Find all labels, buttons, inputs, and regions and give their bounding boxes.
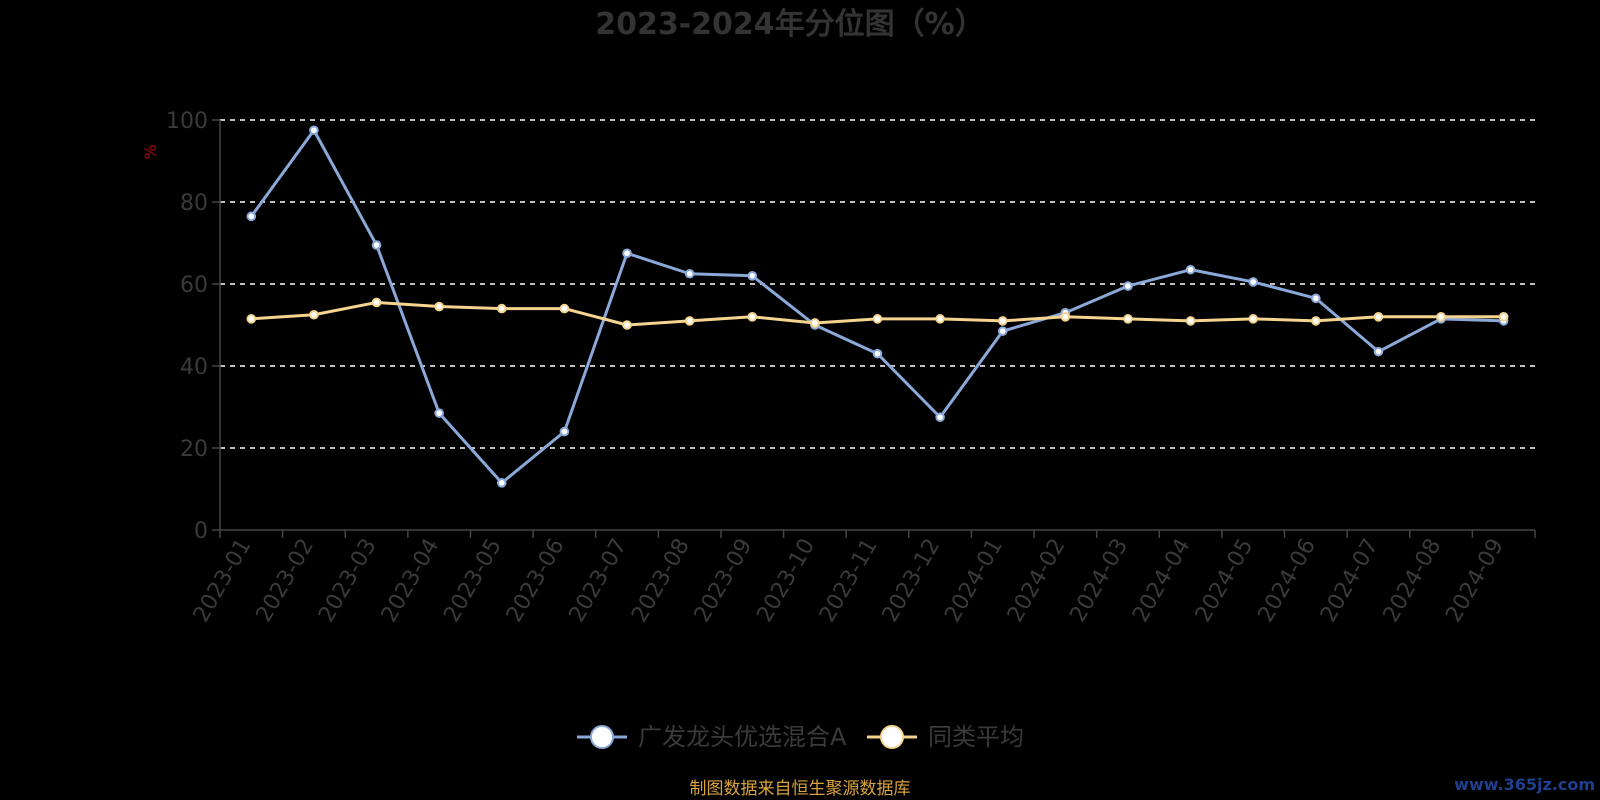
x-tick-label: 2023-01 bbox=[189, 535, 257, 627]
y-tick-label: 40 bbox=[180, 355, 208, 380]
data-point-series-1[interactable] bbox=[246, 314, 257, 324]
x-tick-label: 2024-05 bbox=[1191, 535, 1259, 627]
data-point-series-1[interactable] bbox=[434, 301, 444, 312]
data-point-series-0[interactable] bbox=[309, 125, 319, 136]
x-tick-label: 2023-09 bbox=[690, 535, 758, 627]
data-point-series-0[interactable] bbox=[747, 271, 758, 281]
data-point-series-1[interactable] bbox=[559, 303, 570, 314]
watermark: www.365jz.com bbox=[1454, 775, 1595, 794]
data-point-series-0[interactable] bbox=[434, 408, 444, 418]
x-tick-label: 2023-03 bbox=[314, 535, 382, 627]
data-point-series-1[interactable] bbox=[309, 309, 319, 320]
data-point-series-1[interactable] bbox=[1373, 312, 1384, 322]
chart-title: 2023-2024年分位图（%） bbox=[595, 7, 985, 42]
data-point-series-0[interactable] bbox=[684, 268, 695, 279]
x-tick-label: 2024-07 bbox=[1316, 535, 1384, 627]
data-point-series-0[interactable] bbox=[935, 412, 945, 423]
x-tick-label: 2024-03 bbox=[1066, 535, 1134, 627]
data-point-series-1[interactable] bbox=[1248, 314, 1259, 324]
data-source-note: 制图数据来自恒生聚源数据库 bbox=[690, 779, 911, 799]
data-point-series-0[interactable] bbox=[997, 326, 1008, 336]
data-point-series-1[interactable] bbox=[1185, 316, 1196, 326]
legend-label-0[interactable]: 广发龙头优选混合A bbox=[638, 723, 847, 751]
x-tick-label: 2023-02 bbox=[252, 535, 320, 627]
legend-label-1[interactable]: 同类平均 bbox=[928, 723, 1024, 751]
data-point-series-1[interactable] bbox=[622, 320, 632, 330]
data-point-series-0[interactable] bbox=[872, 348, 883, 359]
y-tick-label: 60 bbox=[180, 273, 208, 298]
x-tick-label: 2024-08 bbox=[1379, 535, 1447, 627]
data-point-series-0[interactable] bbox=[1373, 346, 1384, 357]
data-point-series-1[interactable] bbox=[1311, 316, 1321, 326]
y-axis-label: % bbox=[141, 144, 160, 159]
x-tick-label: 2023-05 bbox=[439, 535, 507, 627]
data-point-series-0[interactable] bbox=[1311, 293, 1321, 304]
x-tick-label: 2023-10 bbox=[752, 535, 820, 627]
data-point-series-0[interactable] bbox=[246, 211, 257, 222]
data-point-series-1[interactable] bbox=[872, 314, 883, 324]
series-lines bbox=[246, 125, 1509, 488]
data-point-series-1[interactable] bbox=[997, 316, 1008, 326]
data-point-series-1[interactable] bbox=[810, 318, 820, 328]
data-point-series-0[interactable] bbox=[1185, 264, 1196, 275]
data-point-series-0[interactable] bbox=[1248, 277, 1259, 287]
data-point-series-1[interactable] bbox=[496, 303, 507, 314]
y-tick-label: 100 bbox=[166, 109, 208, 134]
data-point-series-0[interactable] bbox=[371, 240, 382, 250]
x-tick-label: 2024-04 bbox=[1128, 535, 1196, 627]
legend: 广发龙头优选混合A 同类平均 bbox=[577, 723, 1024, 751]
data-point-series-1[interactable] bbox=[1498, 312, 1509, 322]
x-tick-label: 2023-06 bbox=[502, 535, 570, 627]
y-tick-label: 20 bbox=[180, 437, 208, 462]
x-tick-label: 2023-07 bbox=[565, 535, 633, 627]
data-point-series-1[interactable] bbox=[1060, 312, 1071, 322]
x-tick-label: 2024-09 bbox=[1441, 535, 1509, 627]
axes: 0 20 40 60 80 100 2023-012023-022023-032023-04… bbox=[166, 109, 1536, 627]
data-point-series-0[interactable] bbox=[1123, 281, 1133, 291]
legend-marker-1[interactable] bbox=[880, 725, 904, 749]
x-tick-label: 2023-12 bbox=[878, 535, 946, 627]
data-point-series-0[interactable] bbox=[622, 248, 632, 259]
data-point-series-0[interactable] bbox=[559, 426, 570, 437]
data-point-series-1[interactable] bbox=[1123, 314, 1133, 324]
x-tick-label: 2024-02 bbox=[1003, 535, 1071, 627]
data-point-series-1[interactable] bbox=[371, 297, 382, 308]
x-tick-label: 2023-11 bbox=[815, 535, 883, 627]
x-tick-label: 2023-04 bbox=[377, 535, 445, 627]
data-point-series-1[interactable] bbox=[684, 316, 695, 326]
y-tick-label: 0 bbox=[194, 519, 208, 544]
data-point-series-1[interactable] bbox=[935, 314, 945, 324]
y-tick-label: 80 bbox=[180, 191, 208, 216]
x-tick-label: 2024-01 bbox=[940, 534, 1008, 626]
x-tick-label: 2023-08 bbox=[627, 535, 695, 627]
x-tick-label: 2024-06 bbox=[1253, 535, 1321, 627]
grid-lines bbox=[220, 119, 1535, 449]
data-point-series-1[interactable] bbox=[1436, 312, 1446, 322]
legend-marker-0[interactable] bbox=[590, 725, 614, 749]
data-point-series-0[interactable] bbox=[496, 478, 507, 488]
data-point-series-1[interactable] bbox=[747, 312, 758, 322]
